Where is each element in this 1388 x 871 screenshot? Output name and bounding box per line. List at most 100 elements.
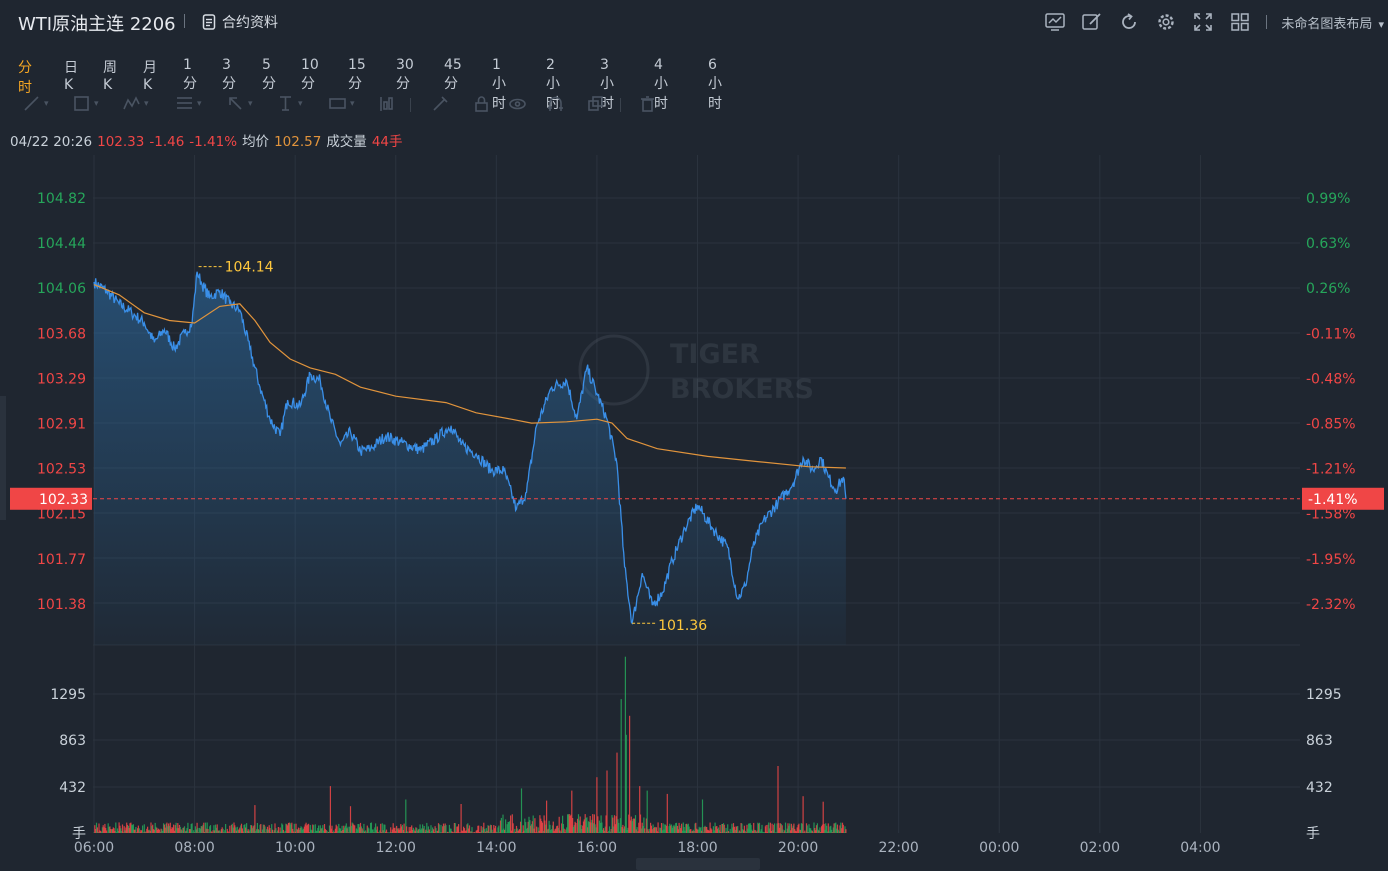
volume-bar	[395, 831, 397, 833]
period-tab-7[interactable]: 10分	[301, 57, 319, 92]
volume-bar	[551, 829, 553, 833]
volume-bar	[100, 831, 102, 833]
refresh-icon[interactable]	[1118, 11, 1140, 33]
volume-bar	[695, 822, 697, 833]
chart-type-icon[interactable]	[378, 94, 398, 114]
period-tab-11[interactable]: 1小时	[492, 57, 506, 112]
instrument-title[interactable]: WTI原油主连 2206	[18, 14, 176, 35]
volume-bar	[167, 826, 169, 833]
volume-bar	[631, 821, 633, 833]
volume-bar	[204, 832, 206, 833]
layout-selector[interactable]: 未命名图表布局 ▾	[1281, 13, 1384, 32]
pattern-tool-icon[interactable]: ▾	[122, 94, 149, 114]
volume-bar	[735, 826, 737, 833]
volume-bar	[634, 818, 636, 833]
volume-bar	[403, 823, 405, 833]
indicator-icon[interactable]	[1044, 11, 1066, 33]
pct-tick-label: -1.58%	[1306, 507, 1356, 523]
volume-bar	[447, 831, 449, 833]
volume-bar	[589, 816, 591, 833]
volume-bar	[361, 828, 363, 833]
period-tab-4[interactable]: 1分	[183, 57, 197, 92]
volume-bar	[712, 826, 714, 833]
period-tab-5[interactable]: 3分	[222, 57, 236, 92]
grid-layout-icon[interactable]	[1229, 11, 1251, 33]
gear-icon[interactable]	[1155, 11, 1177, 33]
period-tab-12[interactable]: 2小时	[546, 57, 560, 112]
volume-bar	[421, 828, 423, 833]
volume-bar	[142, 832, 145, 833]
volume-bar	[786, 828, 788, 833]
price-tick-label: 101.38	[37, 597, 86, 613]
cursor-arrow-icon[interactable]: ▾	[226, 94, 253, 114]
volume-bar	[214, 824, 217, 833]
volume-bar	[262, 824, 264, 833]
pencil-icon[interactable]	[430, 94, 450, 114]
period-tab-2[interactable]: 周K	[103, 60, 117, 93]
volume-bar	[375, 829, 378, 833]
volume-bar	[544, 820, 546, 833]
volume-bar	[280, 831, 282, 833]
magnet-icon[interactable]	[546, 94, 566, 114]
volume-bar	[102, 825, 104, 833]
volume-bar	[279, 827, 281, 833]
volume-bar	[372, 829, 374, 833]
line-tool-icon[interactable]: ▾	[22, 94, 49, 114]
volume-bar	[391, 829, 393, 833]
period-tab-10[interactable]: 45分	[444, 57, 462, 92]
period-tab-1[interactable]: 日K	[64, 60, 78, 93]
volume-bar	[349, 806, 352, 833]
volume-bar	[230, 832, 232, 833]
period-tab-0[interactable]: 分时	[18, 60, 32, 96]
period-tab-14[interactable]: 4小时	[654, 57, 668, 112]
volume-bar	[649, 828, 651, 833]
volume-bar	[576, 832, 578, 833]
volume-bar	[236, 826, 238, 833]
fullscreen-icon[interactable]	[1192, 11, 1214, 33]
volume-bar	[318, 825, 320, 833]
left-panel-handle[interactable]	[0, 396, 6, 520]
volume-bar	[418, 828, 420, 833]
volume-bar	[638, 822, 640, 833]
trash-icon[interactable]	[638, 94, 658, 114]
lock-icon[interactable]	[472, 94, 492, 114]
volume-bar	[140, 829, 142, 833]
rectangle-tool-icon[interactable]: ▾	[72, 94, 99, 114]
volume-bar	[773, 824, 775, 833]
bottom-panel-handle[interactable]	[636, 858, 760, 870]
draw-icon[interactable]	[1081, 11, 1103, 33]
volume-bar	[109, 826, 111, 833]
eye-icon[interactable]	[508, 94, 528, 114]
volume-bar	[138, 828, 140, 833]
contract-info-button[interactable]: 合约资料	[202, 12, 278, 32]
volume-bar	[446, 832, 448, 833]
volume-bar	[541, 822, 543, 833]
volume-bar	[499, 832, 501, 833]
text-tool-icon[interactable]: ▾	[280, 96, 303, 111]
volume-bar	[807, 832, 809, 833]
volume-bar	[148, 829, 150, 833]
period-tab-13[interactable]: 3小时	[600, 57, 614, 112]
period-tab-8[interactable]: 15分	[348, 57, 366, 92]
volume-bar	[363, 823, 365, 833]
volume-bar	[529, 820, 531, 833]
period-tab-15[interactable]: 6小时	[708, 57, 722, 112]
volume-bar	[479, 832, 481, 833]
measure-tool-icon[interactable]: ▾	[328, 94, 355, 114]
volume-bar	[629, 715, 631, 833]
volume-bar	[613, 826, 615, 833]
volume-bar	[488, 825, 490, 833]
copy-icon[interactable]	[586, 94, 606, 114]
fib-tool-icon[interactable]: ▾	[177, 97, 202, 109]
volume-bar	[743, 830, 745, 833]
volume-bar	[844, 826, 846, 833]
period-tab-3[interactable]: 月K	[143, 60, 157, 93]
period-tab-9[interactable]: 30分	[396, 57, 414, 92]
period-tab-6[interactable]: 5分	[262, 57, 276, 92]
pct-tick-label: 0.63%	[1306, 236, 1350, 252]
volume-bar	[315, 830, 317, 833]
volume-bar	[391, 832, 393, 833]
volume-bar	[495, 831, 497, 833]
time-tick-label: 22:00	[878, 840, 918, 856]
volume-bar	[697, 829, 699, 833]
